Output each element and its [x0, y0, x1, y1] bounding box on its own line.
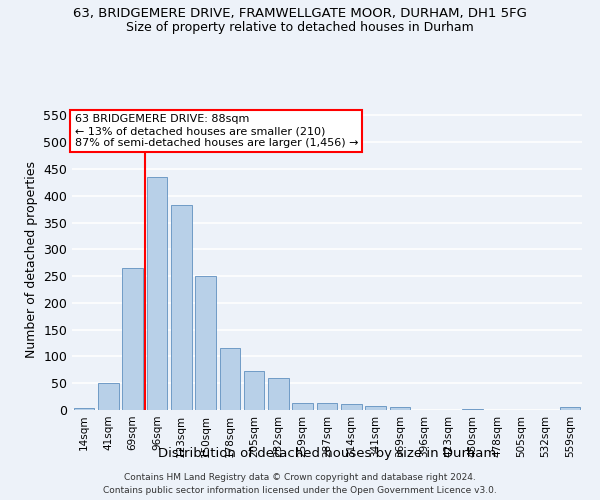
Text: Contains HM Land Registry data © Crown copyright and database right 2024.: Contains HM Land Registry data © Crown c…: [124, 472, 476, 482]
Bar: [560, 407, 580, 410]
Bar: [171, 205, 191, 410]
Text: Size of property relative to detached houses in Durham: Size of property relative to detached ho…: [126, 21, 474, 34]
Text: Contains public sector information licensed under the Open Government Licence v3: Contains public sector information licen…: [103, 486, 497, 495]
Bar: [317, 402, 337, 410]
Bar: [220, 348, 240, 410]
Bar: [74, 408, 94, 410]
Bar: [365, 406, 386, 410]
Y-axis label: Number of detached properties: Number of detached properties: [25, 162, 38, 358]
Text: 63 BRIDGEMERE DRIVE: 88sqm
← 13% of detached houses are smaller (210)
87% of sem: 63 BRIDGEMERE DRIVE: 88sqm ← 13% of deta…: [74, 114, 358, 148]
Bar: [389, 407, 410, 410]
Text: Distribution of detached houses by size in Durham: Distribution of detached houses by size …: [158, 448, 496, 460]
Bar: [292, 402, 313, 410]
Bar: [268, 378, 289, 410]
Text: 63, BRIDGEMERE DRIVE, FRAMWELLGATE MOOR, DURHAM, DH1 5FG: 63, BRIDGEMERE DRIVE, FRAMWELLGATE MOOR,…: [73, 8, 527, 20]
Bar: [98, 383, 119, 410]
Bar: [244, 372, 265, 410]
Bar: [122, 268, 143, 410]
Bar: [341, 404, 362, 410]
Bar: [146, 177, 167, 410]
Bar: [463, 409, 483, 410]
Bar: [195, 276, 216, 410]
